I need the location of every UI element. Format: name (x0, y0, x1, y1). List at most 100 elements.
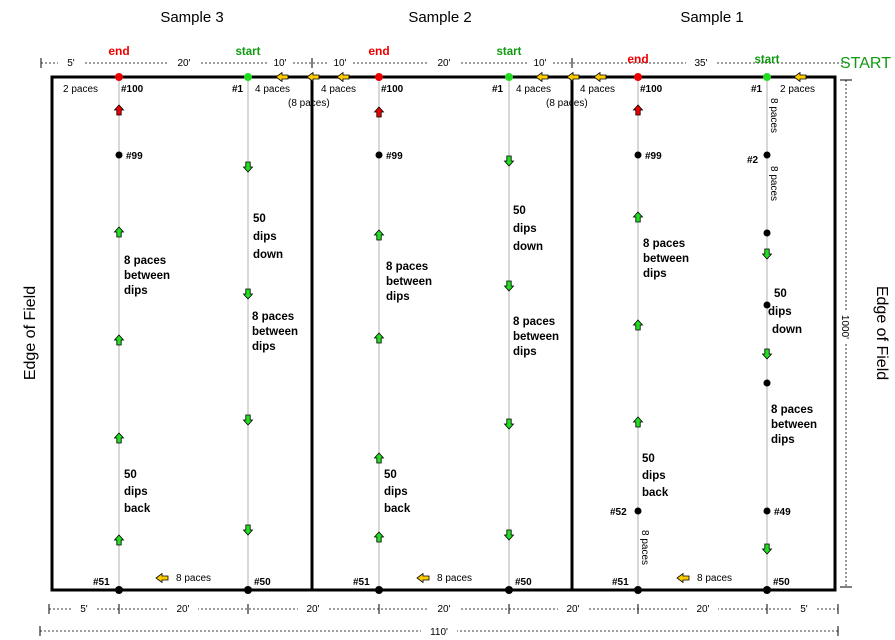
paces-label-s2-transfer: (8 paces) (546, 98, 588, 109)
bottom-dim-5: 20' (566, 604, 579, 615)
top-dimensions: 5' 20' 10' 10' 20' 10' 35' (58, 56, 716, 69)
top-dim-3: 10' (273, 58, 286, 69)
bottom-dim-3: 20' (306, 604, 319, 615)
point-99-s1: #99 (645, 151, 662, 162)
down-arrows (243, 155, 772, 555)
svg-text:dips: dips (643, 268, 667, 280)
svg-text:dips: dips (513, 223, 537, 235)
point-51-s3: #51 (93, 577, 110, 588)
bottom-dim-7: 5' (800, 604, 808, 615)
point-50-s3: #50 (254, 577, 271, 588)
point-51-s2: #51 (353, 577, 370, 588)
svg-text:dips: dips (253, 231, 277, 243)
s2-dips-back: 50 dips back (384, 469, 411, 515)
svg-text:back: back (384, 503, 411, 515)
vertical-paces-label-2: 8 paces (768, 166, 779, 201)
paces-label-s3-right: 4 paces (255, 84, 290, 95)
svg-text:dips: dips (768, 306, 792, 318)
top-dim-2: 20' (177, 58, 190, 69)
paces-label-s2-right: 4 paces (516, 84, 551, 95)
bottom-dimension: 5' 20' 20' 20' 20' 20' 5' (48, 603, 839, 615)
svg-text:dips: dips (771, 434, 795, 446)
height-label: 1000' (839, 315, 850, 339)
svg-text:8 paces: 8 paces (252, 311, 294, 323)
bottom-dim-1: 5' (80, 604, 88, 615)
bottom-paces-s2: 8 paces (437, 573, 472, 584)
s2-between-left: 8 paces between dips (386, 261, 432, 303)
s1-between-right: 8 paces between dips (771, 404, 817, 446)
point-100-s2: #100 (381, 84, 404, 95)
total-width-label: 110' (430, 627, 448, 638)
s3-between-right: 8 paces between dips (252, 311, 298, 353)
svg-text:dips: dips (124, 486, 148, 498)
start-label-s2: start (497, 46, 522, 58)
svg-text:50: 50 (124, 469, 137, 481)
sample-3-header: Sample 3 (160, 9, 223, 26)
end-label-s3: end (108, 44, 129, 58)
svg-text:dips: dips (252, 341, 276, 353)
s1-between-left: 8 paces between dips (643, 238, 689, 280)
point-100-s1: #100 (640, 84, 663, 95)
svg-text:dips: dips (384, 486, 408, 498)
svg-text:down: down (253, 249, 283, 261)
svg-text:between: between (252, 326, 298, 338)
svg-text:down: down (772, 324, 802, 336)
s1-dips-down: 50 dips down (768, 288, 802, 336)
svg-text:down: down (513, 241, 543, 253)
point-51-s1: #51 (612, 577, 629, 588)
svg-text:50: 50 (774, 288, 787, 300)
svg-text:between: between (386, 276, 432, 288)
s3-dips-back: 50 dips back (124, 469, 151, 515)
svg-text:dips: dips (642, 470, 666, 482)
svg-text:back: back (124, 503, 151, 515)
s3-dips-down: 50 dips down (253, 213, 283, 261)
s3-between-left: 8 paces between dips (124, 255, 170, 297)
total-width-dimension: 110' (39, 625, 839, 638)
svg-text:8 paces: 8 paces (124, 255, 166, 267)
start-label-s1: start (755, 54, 780, 66)
bottom-dim-6: 20' (696, 604, 709, 615)
top-dim-7: 35' (694, 58, 707, 69)
paces-label-s3-left: 2 paces (63, 84, 98, 95)
paces-label-s1-right: 2 paces (780, 84, 815, 95)
point-99-s3: #99 (126, 151, 143, 162)
point-49-s1: #49 (774, 507, 791, 518)
paces-label-s3-transfer: (8 paces) (288, 98, 330, 109)
svg-text:8 paces: 8 paces (771, 404, 813, 416)
edge-of-field-left: Edge of Field (22, 286, 39, 380)
svg-text:between: between (124, 270, 170, 282)
point-1-s3: #1 (232, 84, 244, 95)
start-big-label: START (840, 55, 891, 72)
field-boundary (50, 75, 837, 592)
bottom-dim-4: 20' (437, 604, 450, 615)
point-50-s2: #50 (515, 577, 532, 588)
paces-label-s1-left: 4 paces (580, 84, 615, 95)
point-2-s1: #2 (747, 155, 759, 166)
svg-text:back: back (642, 487, 669, 499)
top-dim-6: 10' (533, 58, 546, 69)
svg-text:8 paces: 8 paces (643, 238, 685, 250)
s1-dips-back: 50 dips back (642, 453, 669, 499)
end-label-s1: end (627, 52, 648, 66)
svg-text:50: 50 (253, 213, 266, 225)
svg-text:between: between (513, 331, 559, 343)
point-52-s1: #52 (610, 507, 627, 518)
svg-text:8 paces: 8 paces (386, 261, 428, 273)
bottom-transfer: 8 paces 8 paces 8 paces (155, 573, 732, 584)
svg-text:50: 50 (513, 205, 526, 217)
s2-between-right: 8 paces between dips (513, 316, 559, 358)
bottom-paces-s3: 8 paces (176, 573, 211, 584)
end-label-s2: end (368, 44, 389, 58)
point-50-s1: #50 (773, 577, 790, 588)
start-label-s3: start (236, 46, 261, 58)
sample-dots (115, 151, 771, 594)
point-100-s3: #100 (121, 84, 144, 95)
svg-text:50: 50 (384, 469, 397, 481)
top-dimension-ticks (40, 58, 573, 68)
svg-text:dips: dips (124, 285, 148, 297)
bottom-dim-2: 20' (176, 604, 189, 615)
transect-lines (118, 77, 768, 590)
sample-2-header: Sample 2 (408, 9, 471, 26)
point-1-s2: #1 (492, 84, 504, 95)
s2-dips-down: 50 dips down (513, 205, 543, 253)
